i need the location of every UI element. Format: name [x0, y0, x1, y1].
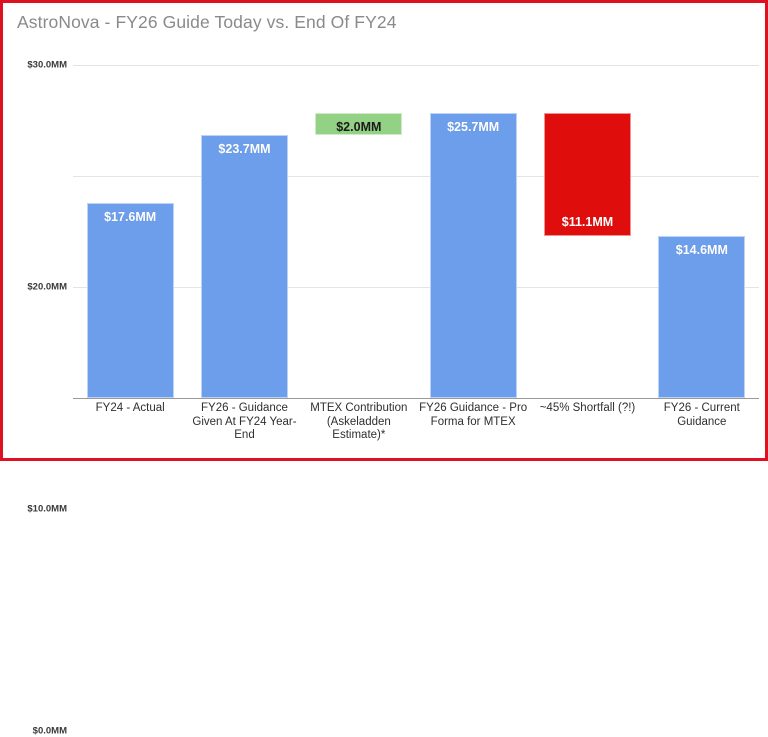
bar-value-label-fy24-actual: $17.6MM — [104, 209, 157, 224]
x-axis-label-shortfall: ~45% Shortfall (?!) — [539, 402, 636, 414]
x-axis-label-mtex-contribution: MTEX Contribution (Askeladden Estimate)* — [310, 402, 408, 442]
bar-shortfall[interactable]: $11.1MM — [544, 112, 631, 236]
gridline-30: $30.0MM — [27, 60, 759, 71]
x-axis-label-fy26-guidance-fy24: FY26 - Guidance Given At FY24 Year-End — [192, 402, 297, 442]
gridline-20: $20.0MM — [27, 176, 759, 293]
x-axis-category-labels: FY24 - Actual FY26 - Guidance Given At FY… — [73, 402, 759, 460]
y-axis-tick-label: $30.0MM — [27, 59, 67, 71]
bar-mtex-contribution[interactable]: $2.0MM — [315, 112, 403, 135]
bar-fy24-actual[interactable]: $17.6MM — [86, 202, 174, 398]
bar-value-label-mtex-contribution: $2.0MM — [336, 119, 382, 134]
bar-column-shortfall: $11.1MM — [530, 65, 644, 398]
y-axis-tick-label: $20.0MM — [27, 281, 67, 293]
x-axis-label-fy26-current: FY26 - Current Guidance — [663, 402, 740, 428]
bar-value-label-fy26-current: $14.6MM — [675, 242, 728, 257]
bar-column-mtex-contribution: $2.0MM — [302, 65, 416, 398]
bar-fy26-guidance-fy24[interactable]: $23.7MM — [201, 134, 288, 398]
bar-column-fy26-pro-forma: $25.7MM — [416, 65, 530, 398]
y-axis-tick-label: $10.0MM — [27, 503, 67, 515]
bar-column-fy26-current: $14.6MM — [645, 65, 759, 398]
bar-value-label-fy26-pro-forma: $25.7MM — [447, 119, 500, 134]
bar-value-label-fy26-guidance-fy24: $23.7MM — [218, 141, 271, 156]
bar-column-fy24-actual: $17.6MM — [73, 65, 187, 398]
bar-column-fy26-guidance-fy24: $23.7MM — [187, 65, 301, 398]
bar-fy26-pro-forma[interactable]: $25.7MM — [429, 112, 517, 398]
gridline-0: $0.0MM — [33, 398, 759, 737]
x-axis-label-fy24-actual: FY24 - Actual — [95, 402, 165, 414]
plot-area: $0.0MM $10.0MM $20.0MM $30.0MM $17.6MM $23.7M… — [27, 60, 759, 737]
chart-title: AstroNova - FY26 Guide Today vs. End Of … — [17, 12, 397, 32]
y-axis-tick-label: $0.0MM — [32, 725, 67, 737]
bar-value-label-shortfall: $11.1MM — [561, 214, 614, 229]
bar-fy26-current[interactable]: $14.6MM — [658, 235, 746, 398]
x-axis-label-fy26-pro-forma: FY26 Guidance - Pro Forma for MTEX — [419, 402, 528, 428]
